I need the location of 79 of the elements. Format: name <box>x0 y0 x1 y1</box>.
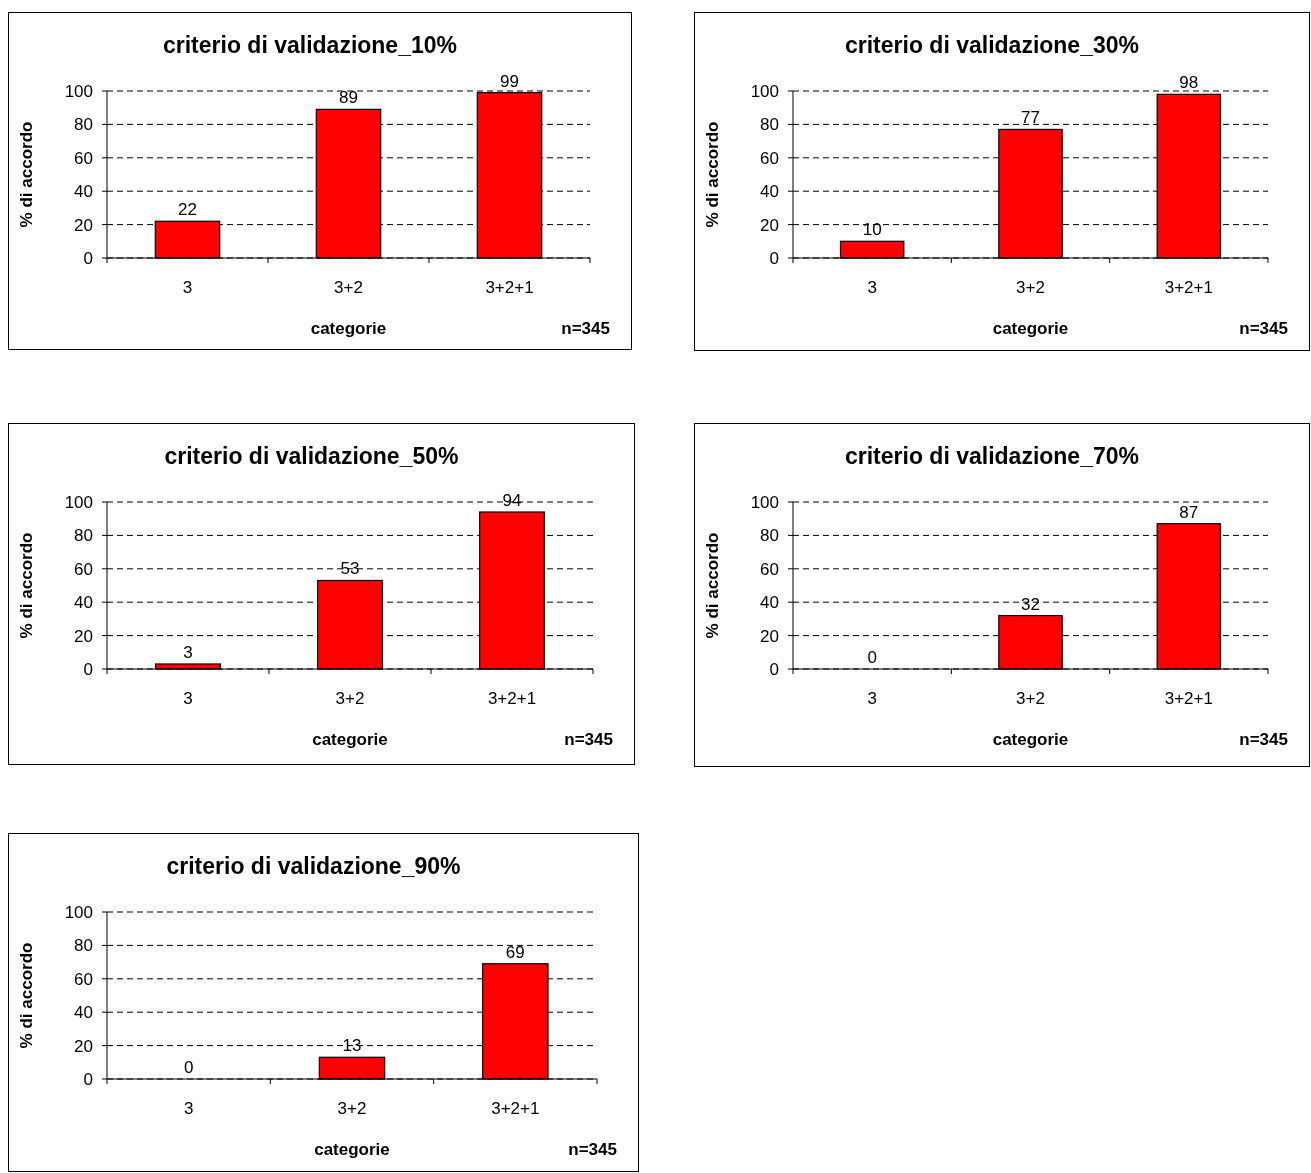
data-label: 99 <box>500 71 519 91</box>
y-tick-label: 60 <box>760 559 779 579</box>
y-tick-label: 80 <box>74 115 93 135</box>
data-label: 87 <box>1179 502 1199 522</box>
data-label: 22 <box>178 200 197 220</box>
y-tick-label: 80 <box>74 526 93 546</box>
x-tick-label: 3+2+1 <box>487 689 537 708</box>
y-tick-label: 20 <box>760 626 779 646</box>
y-tick-label: 40 <box>74 1003 93 1023</box>
x-tick-label: 3 <box>182 278 193 297</box>
x-tick-label: 3 <box>867 689 877 708</box>
y-tick-label: 0 <box>83 659 93 679</box>
y-axis-title: % di accordo <box>703 121 722 228</box>
x-tick-label: 3+2 <box>1016 278 1045 297</box>
x-axis-title: categorie <box>314 1140 390 1159</box>
x-tick-label: 3 <box>183 1099 194 1118</box>
data-label: 77 <box>1021 108 1040 128</box>
y-tick-label: 40 <box>74 182 93 202</box>
y-tick-label: 40 <box>760 593 779 613</box>
y-tick-label: 60 <box>74 969 93 989</box>
x-tick-label: 3+2 <box>334 278 363 297</box>
y-tick-label: 100 <box>64 81 93 101</box>
x-tick-label: 3 <box>867 278 877 297</box>
x-tick-label: 3+2+1 <box>1164 689 1213 708</box>
y-tick-label: 60 <box>760 148 779 168</box>
x-tick-label: 3+2 <box>335 689 365 708</box>
y-tick-label: 60 <box>74 148 93 168</box>
data-label: 94 <box>502 491 522 511</box>
x-axis-title: categorie <box>310 319 387 338</box>
y-axis-title: % di accordo <box>17 121 36 228</box>
x-tick-label: 3+2 <box>1016 689 1045 708</box>
y-axis-title: % di accordo <box>703 532 722 639</box>
y-tick-label: 60 <box>74 559 93 579</box>
x-axis-title: categorie <box>992 730 1069 749</box>
y-tick-label: 100 <box>64 492 93 512</box>
chart-title: criterio di validazione_10% <box>162 32 458 58</box>
y-tick-label: 100 <box>64 902 93 922</box>
text: n=345 <box>561 319 610 338</box>
y-tick-label: 0 <box>83 1069 93 1089</box>
y-tick-label: 20 <box>74 626 93 646</box>
data-label: 69 <box>505 942 525 962</box>
x-tick-label: 3 <box>183 689 193 708</box>
x-tick-label: 3+2+1 <box>491 1099 540 1118</box>
y-tick-label: 40 <box>74 593 93 613</box>
y-tick-label: 80 <box>760 115 779 135</box>
y-tick-label: 80 <box>760 526 779 546</box>
chart-title: criterio di validazione_90% <box>166 853 461 879</box>
x-tick-label: 3+2+1 <box>1164 278 1213 297</box>
y-tick-label: 0 <box>769 659 779 679</box>
y-tick-label: 0 <box>83 248 93 268</box>
x-tick-label: 3+2+1 <box>485 278 534 297</box>
chart-title: criterio di validazione_30% <box>844 32 1140 58</box>
chart-title: criterio di validazione_50% <box>164 443 459 469</box>
chart-title: criterio di validazione_70% <box>844 443 1140 469</box>
y-tick-label: 40 <box>760 182 779 202</box>
y-tick-label: 100 <box>750 492 779 512</box>
x-tick-label: 3+2 <box>337 1099 367 1118</box>
data-label: 0 <box>867 648 877 667</box>
text: n=345 <box>1239 319 1288 338</box>
text: n=345 <box>1239 730 1288 749</box>
data-label: 10 <box>862 220 882 240</box>
y-tick-label: 20 <box>760 215 779 235</box>
data-label: 3 <box>183 642 193 662</box>
text: n=345 <box>564 730 613 749</box>
text: n=345 <box>568 1140 617 1159</box>
y-axis-title: % di accordo <box>17 942 36 1049</box>
y-tick-label: 20 <box>74 1036 93 1056</box>
data-label: 98 <box>1179 73 1199 93</box>
x-axis-title: categorie <box>992 319 1069 338</box>
data-label: 89 <box>339 88 358 108</box>
x-axis-title: categorie <box>312 730 388 749</box>
data-label: 53 <box>340 559 360 579</box>
y-axis-title: % di accordo <box>17 532 36 639</box>
y-tick-label: 80 <box>74 936 93 956</box>
y-tick-label: 100 <box>750 81 779 101</box>
y-tick-label: 20 <box>74 215 93 235</box>
y-tick-label: 0 <box>769 248 779 268</box>
data-label: 0 <box>183 1058 194 1077</box>
data-label: 13 <box>342 1036 362 1056</box>
